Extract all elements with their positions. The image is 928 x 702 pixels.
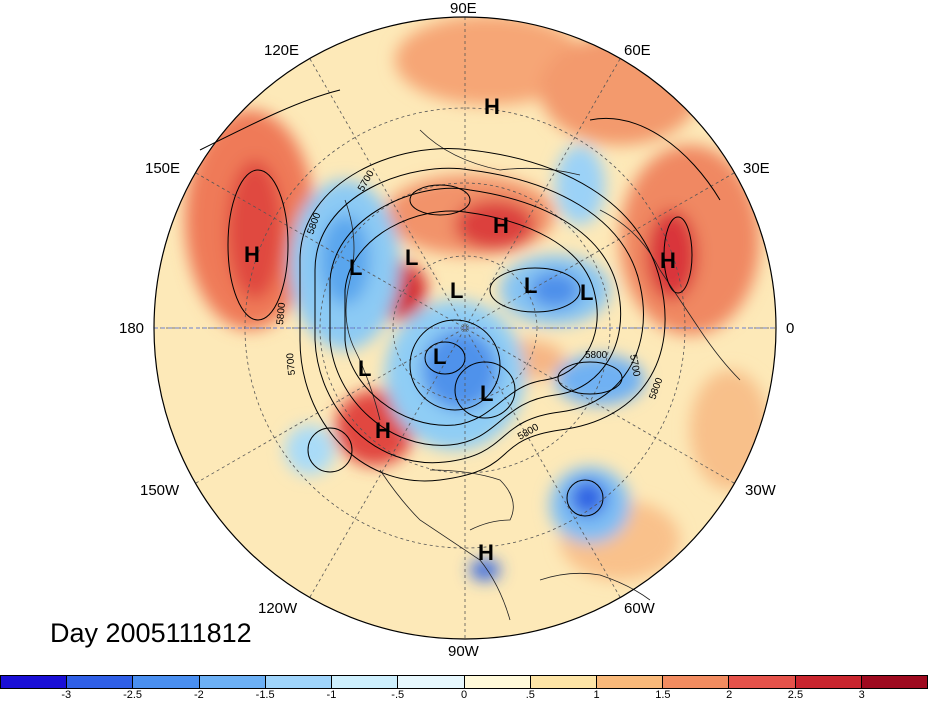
lon-label-0: 0 [786, 320, 795, 337]
high-center: H [484, 94, 500, 119]
colorbar-swatch [596, 676, 664, 688]
colorbar-swatch [729, 676, 796, 688]
colorbar-tick-label: .5 [525, 689, 535, 701]
high-center: H [493, 213, 509, 238]
high-center: H [478, 540, 494, 565]
colorbar-swatch [265, 676, 333, 688]
colorbar-tick-label: -.5 [391, 689, 405, 701]
lon-label-120w: 120W [258, 600, 298, 617]
colorbar-tick-label: 2.5 [787, 689, 804, 701]
polar-map: 5700 5800 5800 5700 5800 5700 5800 5800 … [153, 16, 777, 640]
colorbar-swatch [67, 676, 134, 688]
high-center: H [660, 248, 676, 273]
colorbar-swatch [398, 676, 465, 688]
contour-label: 5700 [627, 354, 642, 378]
colorbar-swatch [861, 676, 928, 688]
colorbar-tick-label: 0 [460, 689, 468, 701]
colorbar-swatch [464, 676, 531, 688]
high-center: H [244, 242, 260, 267]
colorbar-tick-label: 1 [593, 689, 600, 701]
date-label: Day 2005111812 [50, 618, 252, 648]
colorbar-tick-label: -3 [61, 689, 72, 701]
colorbar-swatch [133, 676, 200, 688]
colorbar-swatch [1, 676, 68, 688]
colorbar-tick-label: -1.5 [255, 689, 275, 701]
colorbar-swatch [530, 676, 597, 688]
lon-label-180: 180 [119, 320, 145, 337]
lon-label-150e: 150E [145, 160, 181, 177]
colorbar-tick-label: 2 [726, 689, 733, 701]
low-center: L [433, 344, 446, 369]
colorbar-tick-label: -2 [193, 689, 204, 701]
lon-label-150w: 150W [140, 482, 180, 499]
colorbar-tick-label: 3 [858, 689, 865, 701]
low-center: L [450, 278, 463, 303]
colorbar-swatch [332, 676, 399, 688]
contour-label: 5800 [585, 350, 608, 361]
low-center: L [349, 255, 362, 280]
contour-label: 5700 [285, 352, 298, 376]
colorbar-tick-label: -1 [326, 689, 337, 701]
low-center: L [358, 356, 371, 381]
low-center: L [580, 280, 593, 305]
high-center: H [375, 418, 391, 443]
lon-label-30e: 30E [743, 160, 770, 177]
colorbar [0, 675, 928, 689]
lon-label-120e: 120E [264, 42, 300, 59]
lon-label-30w: 30W [745, 482, 776, 499]
lon-label-90e: 90E [450, 0, 477, 17]
pressure-centers: H H H H H H L L L L L L L L [244, 94, 676, 565]
low-center: L [405, 245, 418, 270]
low-center: L [524, 273, 537, 298]
colorbar-swatch [199, 676, 266, 688]
lon-label-60e: 60E [624, 42, 651, 59]
colorbar-tick-label: -2.5 [123, 689, 143, 701]
colorbar-swatch [795, 676, 862, 688]
lon-label-90w: 90W [448, 643, 479, 660]
contour-label: 5800 [275, 302, 288, 326]
low-center: L [480, 381, 493, 406]
colorbar-tick-label: 1.5 [655, 689, 671, 701]
map-boundary [153, 16, 777, 640]
lon-label-60w: 60W [624, 600, 655, 617]
colorbar-swatch [663, 676, 730, 688]
height-contours [199, 89, 721, 517]
colorbar-ticks: -3 -2.5 -2 -1.5 -1 -.5 0 .5 1 1.5 2 2.5 3 [0, 689, 928, 702]
